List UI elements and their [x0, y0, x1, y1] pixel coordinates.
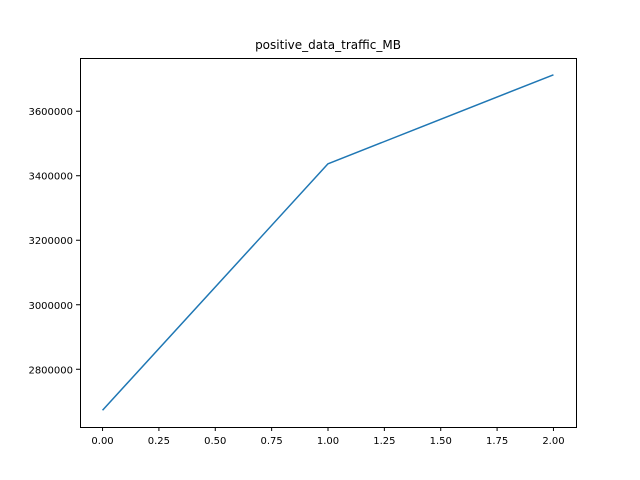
plot-series [101, 74, 554, 411]
x-tick-label: 2.00 [542, 436, 564, 447]
x-axis-ticks: 0.00 0.25 0.50 0.75 1.00 1.25 1.50 1.75 2.00 [91, 427, 565, 447]
x-tick-label: 0.00 [91, 436, 113, 447]
x-tick-label: 0.50 [204, 436, 226, 447]
series-line [101, 74, 554, 411]
x-tick-label: 1.00 [317, 436, 339, 447]
y-tick-label: 3000000 [28, 301, 73, 312]
y-tick-label: 3600000 [28, 107, 73, 118]
y-tick-label: 3200000 [28, 236, 73, 247]
x-tick-label: 0.25 [148, 436, 170, 447]
x-tick-label: 0.75 [261, 436, 283, 447]
y-axis-ticks: 2800000 3000000 3200000 3400000 3600000 [28, 107, 80, 376]
y-tick-label: 3400000 [28, 172, 73, 183]
x-tick-label: 1.25 [373, 436, 395, 447]
chart-title: positive_data_traffic_MB [255, 38, 401, 52]
y-tick-label: 2800000 [28, 365, 73, 376]
x-tick-label: 1.75 [486, 436, 508, 447]
x-tick-label: 1.50 [430, 436, 452, 447]
plot-frame [80, 58, 577, 428]
